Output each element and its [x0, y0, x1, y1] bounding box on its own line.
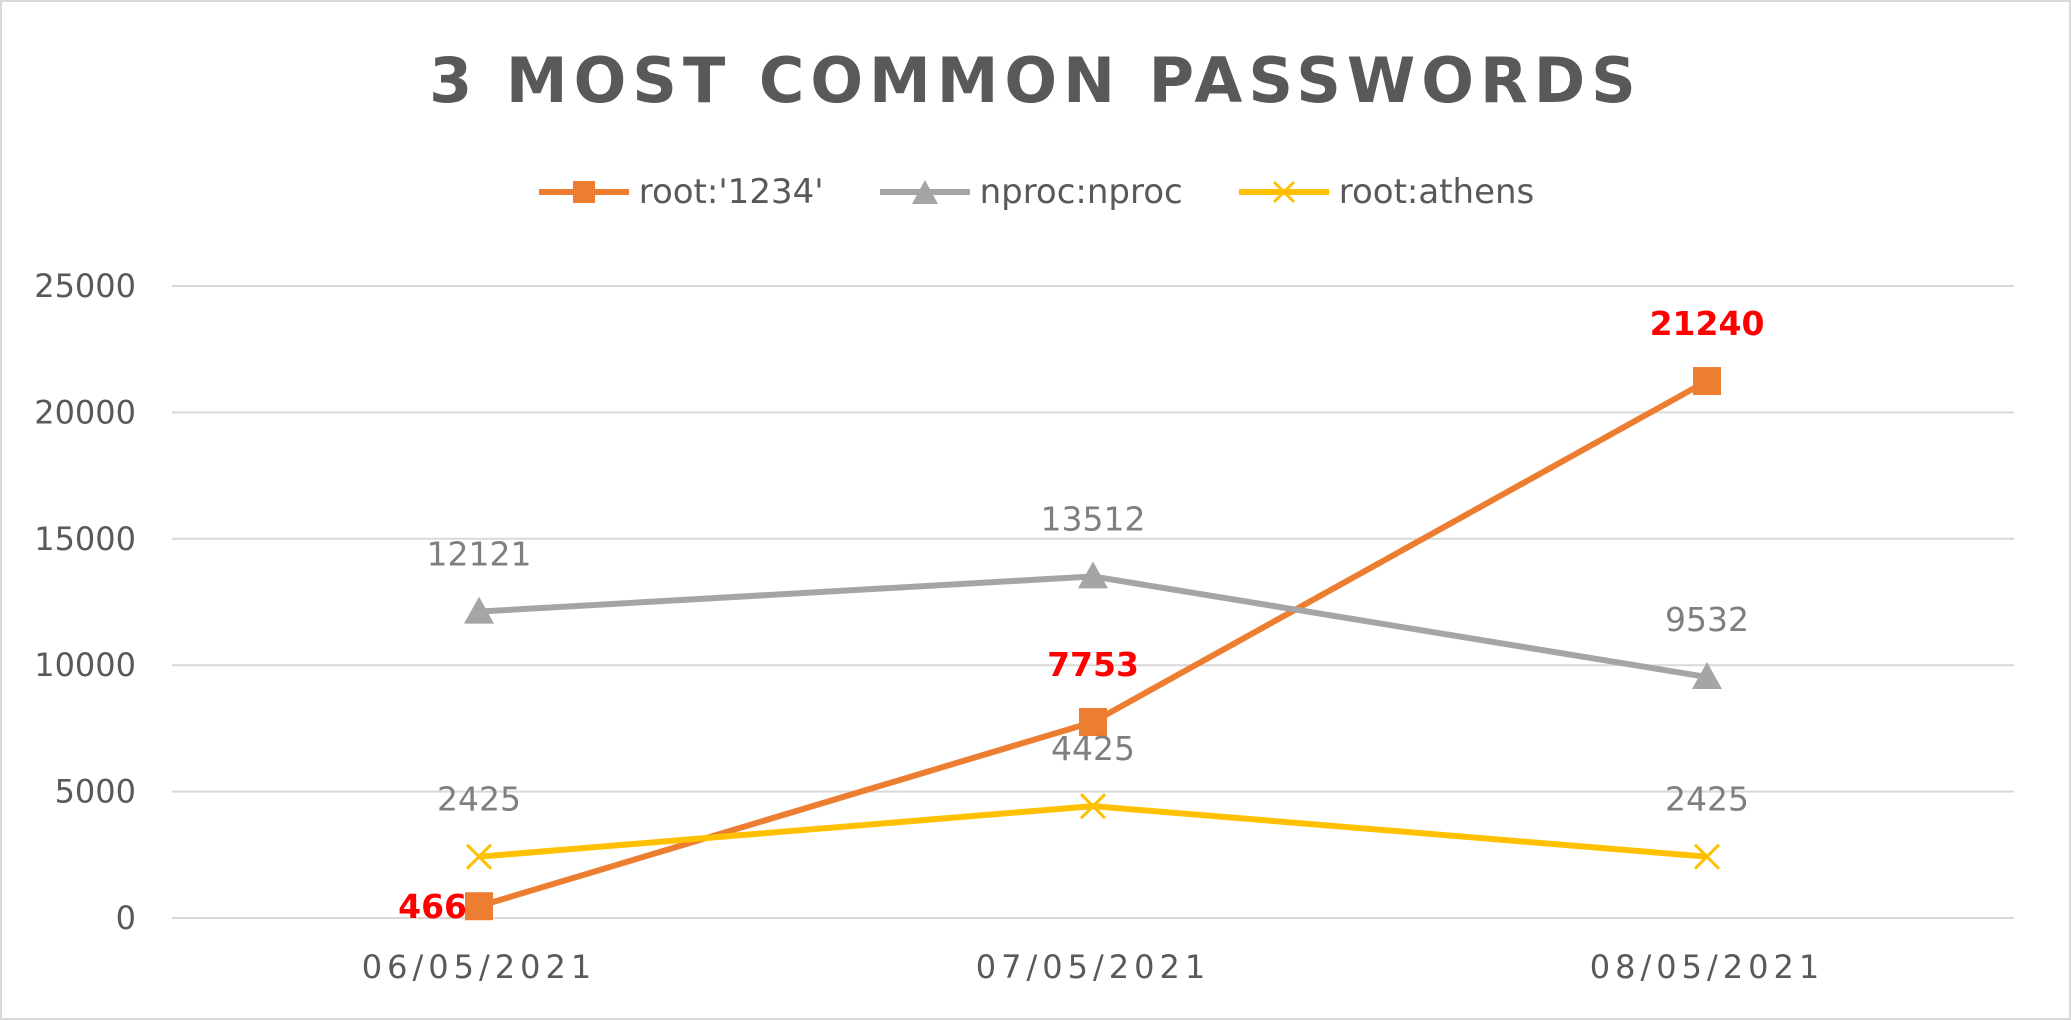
x-tick-label: 07/05/2021 — [976, 948, 1210, 986]
y-tick-label: 0 — [116, 899, 136, 937]
x-marker — [465, 843, 493, 870]
data-label: 21240 — [1650, 304, 1765, 343]
data-label: 2425 — [437, 780, 521, 819]
legend-label: nproc:nproc — [979, 172, 1183, 212]
legend-label: root:'1234' — [638, 172, 824, 212]
chart-legend: root:'1234' nproc:nproc root:athens — [2, 172, 2069, 212]
x-tick-label: 08/05/2021 — [1590, 948, 1824, 986]
y-tick-label: 20000 — [34, 393, 136, 431]
y-tick-label: 15000 — [34, 520, 136, 558]
legend-item-root-1234: root:'1234' — [537, 172, 824, 212]
x-tick-label: 06/05/2021 — [362, 948, 596, 986]
legend-item-root-athens: root:athens — [1237, 172, 1535, 212]
data-label: 13512 — [1041, 499, 1146, 538]
data-label: 9532 — [1665, 600, 1749, 639]
legend-swatch-square-icon — [538, 181, 629, 203]
x-marker — [1079, 793, 1107, 820]
data-label: 466 — [398, 887, 467, 926]
series-line — [478, 378, 1709, 910]
triangle-marker — [464, 596, 494, 624]
data-label: 12121 — [427, 535, 532, 574]
chart-title: 3 MOST COMMON PASSWORDS — [429, 44, 1642, 117]
triangle-marker — [1078, 561, 1108, 589]
y-tick-label: 10000 — [34, 646, 136, 684]
legend-swatch-triangle-icon — [879, 180, 970, 204]
x-marker — [1693, 843, 1721, 870]
triangle-marker — [1692, 662, 1722, 690]
square-marker — [1079, 708, 1107, 737]
data-label: 7753 — [1047, 645, 1139, 684]
data-label: 4425 — [1051, 729, 1135, 768]
square-marker — [1693, 367, 1721, 396]
legend-item-nproc: nproc:nproc — [878, 172, 1183, 212]
y-tick-label: 25000 — [34, 267, 136, 305]
y-tick-label: 5000 — [55, 773, 136, 811]
legend-label: root:athens — [1338, 172, 1535, 212]
data-label: 2425 — [1665, 780, 1749, 819]
legend-swatch-x-icon — [1238, 180, 1329, 204]
square-marker — [465, 892, 493, 921]
